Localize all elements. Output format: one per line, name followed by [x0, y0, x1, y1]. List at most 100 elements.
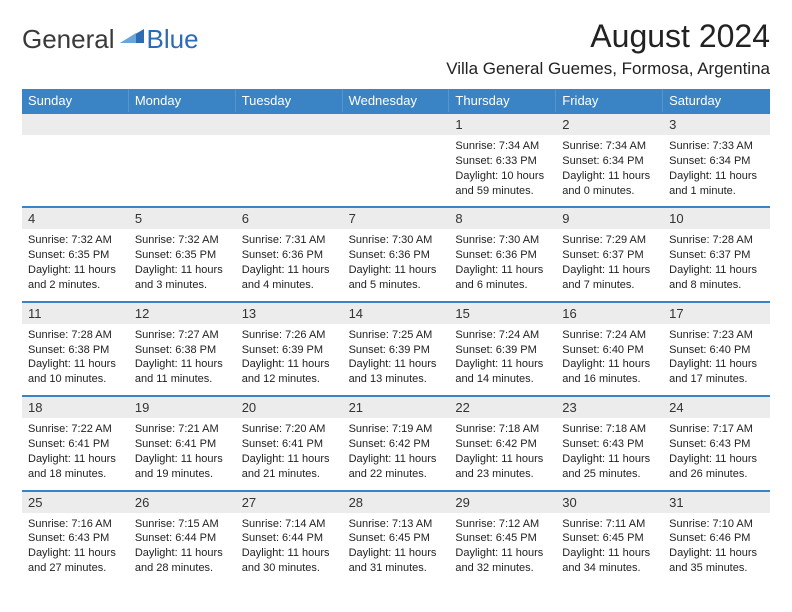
calendar-day: 28Sunrise: 7:13 AMSunset: 6:45 PMDayligh… — [343, 492, 450, 584]
day-content: Sunrise: 7:10 AMSunset: 6:46 PMDaylight:… — [663, 513, 770, 584]
daylight-text: Daylight: 10 hours and 59 minutes. — [455, 169, 550, 199]
day-number: 29 — [449, 492, 556, 513]
day-number: 17 — [663, 303, 770, 324]
sunrise-text: Sunrise: 7:33 AM — [669, 139, 764, 154]
calendar: SundayMondayTuesdayWednesdayThursdayFrid… — [22, 89, 770, 584]
sunrise-text: Sunrise: 7:16 AM — [28, 517, 123, 532]
sunrise-text: Sunrise: 7:28 AM — [28, 328, 123, 343]
sunset-text: Sunset: 6:39 PM — [242, 343, 337, 358]
daylight-text: Daylight: 11 hours and 28 minutes. — [135, 546, 230, 576]
sunset-text: Sunset: 6:43 PM — [669, 437, 764, 452]
calendar-week: 25Sunrise: 7:16 AMSunset: 6:43 PMDayligh… — [22, 490, 770, 584]
daylight-text: Daylight: 11 hours and 2 minutes. — [28, 263, 123, 293]
calendar-day: 5Sunrise: 7:32 AMSunset: 6:35 PMDaylight… — [129, 208, 236, 300]
day-number — [343, 114, 450, 135]
calendar-day: 24Sunrise: 7:17 AMSunset: 6:43 PMDayligh… — [663, 397, 770, 489]
sunset-text: Sunset: 6:42 PM — [349, 437, 444, 452]
calendar-week: 18Sunrise: 7:22 AMSunset: 6:41 PMDayligh… — [22, 395, 770, 489]
sunset-text: Sunset: 6:45 PM — [455, 531, 550, 546]
daylight-text: Daylight: 11 hours and 32 minutes. — [455, 546, 550, 576]
day-number: 13 — [236, 303, 343, 324]
day-content: Sunrise: 7:16 AMSunset: 6:43 PMDaylight:… — [22, 513, 129, 584]
sunset-text: Sunset: 6:46 PM — [669, 531, 764, 546]
day-number: 4 — [22, 208, 129, 229]
day-number: 18 — [22, 397, 129, 418]
day-content: Sunrise: 7:23 AMSunset: 6:40 PMDaylight:… — [663, 324, 770, 395]
calendar-day: 13Sunrise: 7:26 AMSunset: 6:39 PMDayligh… — [236, 303, 343, 395]
day-content: Sunrise: 7:20 AMSunset: 6:41 PMDaylight:… — [236, 418, 343, 489]
day-content: Sunrise: 7:28 AMSunset: 6:37 PMDaylight:… — [663, 229, 770, 300]
sunrise-text: Sunrise: 7:17 AM — [669, 422, 764, 437]
calendar-body: 1Sunrise: 7:34 AMSunset: 6:33 PMDaylight… — [22, 112, 770, 584]
calendar-day: 25Sunrise: 7:16 AMSunset: 6:43 PMDayligh… — [22, 492, 129, 584]
daylight-text: Daylight: 11 hours and 16 minutes. — [562, 357, 657, 387]
sunrise-text: Sunrise: 7:28 AM — [669, 233, 764, 248]
day-number: 1 — [449, 114, 556, 135]
weekday-header-row: SundayMondayTuesdayWednesdayThursdayFrid… — [22, 89, 770, 112]
calendar-day: 16Sunrise: 7:24 AMSunset: 6:40 PMDayligh… — [556, 303, 663, 395]
day-content: Sunrise: 7:12 AMSunset: 6:45 PMDaylight:… — [449, 513, 556, 584]
daylight-text: Daylight: 11 hours and 27 minutes. — [28, 546, 123, 576]
daylight-text: Daylight: 11 hours and 14 minutes. — [455, 357, 550, 387]
daylight-text: Daylight: 11 hours and 18 minutes. — [28, 452, 123, 482]
sunrise-text: Sunrise: 7:30 AM — [349, 233, 444, 248]
sunset-text: Sunset: 6:39 PM — [455, 343, 550, 358]
weekday-header: Wednesday — [343, 89, 450, 112]
day-number: 27 — [236, 492, 343, 513]
day-content: Sunrise: 7:24 AMSunset: 6:39 PMDaylight:… — [449, 324, 556, 395]
sunrise-text: Sunrise: 7:34 AM — [455, 139, 550, 154]
day-number: 11 — [22, 303, 129, 324]
sunset-text: Sunset: 6:36 PM — [349, 248, 444, 263]
calendar-day: 26Sunrise: 7:15 AMSunset: 6:44 PMDayligh… — [129, 492, 236, 584]
sunrise-text: Sunrise: 7:21 AM — [135, 422, 230, 437]
daylight-text: Daylight: 11 hours and 19 minutes. — [135, 452, 230, 482]
sunrise-text: Sunrise: 7:34 AM — [562, 139, 657, 154]
day-content: Sunrise: 7:34 AMSunset: 6:33 PMDaylight:… — [449, 135, 556, 206]
day-number: 3 — [663, 114, 770, 135]
day-number: 10 — [663, 208, 770, 229]
day-content: Sunrise: 7:28 AMSunset: 6:38 PMDaylight:… — [22, 324, 129, 395]
day-number: 5 — [129, 208, 236, 229]
weekday-header: Monday — [129, 89, 236, 112]
day-number: 8 — [449, 208, 556, 229]
calendar-day: 8Sunrise: 7:30 AMSunset: 6:36 PMDaylight… — [449, 208, 556, 300]
sunrise-text: Sunrise: 7:25 AM — [349, 328, 444, 343]
sunset-text: Sunset: 6:38 PM — [135, 343, 230, 358]
brand-triangle-icon — [120, 25, 144, 48]
day-number: 21 — [343, 397, 450, 418]
day-number: 31 — [663, 492, 770, 513]
weekday-header: Thursday — [449, 89, 556, 112]
sunset-text: Sunset: 6:41 PM — [135, 437, 230, 452]
day-content: Sunrise: 7:32 AMSunset: 6:35 PMDaylight:… — [129, 229, 236, 300]
calendar-day: 12Sunrise: 7:27 AMSunset: 6:38 PMDayligh… — [129, 303, 236, 395]
sunset-text: Sunset: 6:37 PM — [669, 248, 764, 263]
sunrise-text: Sunrise: 7:24 AM — [455, 328, 550, 343]
daylight-text: Daylight: 11 hours and 1 minute. — [669, 169, 764, 199]
sunrise-text: Sunrise: 7:20 AM — [242, 422, 337, 437]
daylight-text: Daylight: 11 hours and 30 minutes. — [242, 546, 337, 576]
sunset-text: Sunset: 6:35 PM — [28, 248, 123, 263]
sunrise-text: Sunrise: 7:22 AM — [28, 422, 123, 437]
day-content: Sunrise: 7:22 AMSunset: 6:41 PMDaylight:… — [22, 418, 129, 489]
daylight-text: Daylight: 11 hours and 4 minutes. — [242, 263, 337, 293]
daylight-text: Daylight: 11 hours and 7 minutes. — [562, 263, 657, 293]
calendar-day — [343, 114, 450, 206]
sunrise-text: Sunrise: 7:23 AM — [669, 328, 764, 343]
calendar-day: 18Sunrise: 7:22 AMSunset: 6:41 PMDayligh… — [22, 397, 129, 489]
daylight-text: Daylight: 11 hours and 11 minutes. — [135, 357, 230, 387]
calendar-day: 15Sunrise: 7:24 AMSunset: 6:39 PMDayligh… — [449, 303, 556, 395]
sunrise-text: Sunrise: 7:30 AM — [455, 233, 550, 248]
sunset-text: Sunset: 6:35 PM — [135, 248, 230, 263]
calendar-day: 2Sunrise: 7:34 AMSunset: 6:34 PMDaylight… — [556, 114, 663, 206]
sunset-text: Sunset: 6:40 PM — [562, 343, 657, 358]
calendar-day: 27Sunrise: 7:14 AMSunset: 6:44 PMDayligh… — [236, 492, 343, 584]
calendar-day: 3Sunrise: 7:33 AMSunset: 6:34 PMDaylight… — [663, 114, 770, 206]
day-number: 28 — [343, 492, 450, 513]
calendar-day: 23Sunrise: 7:18 AMSunset: 6:43 PMDayligh… — [556, 397, 663, 489]
day-number: 22 — [449, 397, 556, 418]
sunset-text: Sunset: 6:33 PM — [455, 154, 550, 169]
calendar-day: 29Sunrise: 7:12 AMSunset: 6:45 PMDayligh… — [449, 492, 556, 584]
daylight-text: Daylight: 11 hours and 26 minutes. — [669, 452, 764, 482]
sunrise-text: Sunrise: 7:27 AM — [135, 328, 230, 343]
daylight-text: Daylight: 11 hours and 10 minutes. — [28, 357, 123, 387]
